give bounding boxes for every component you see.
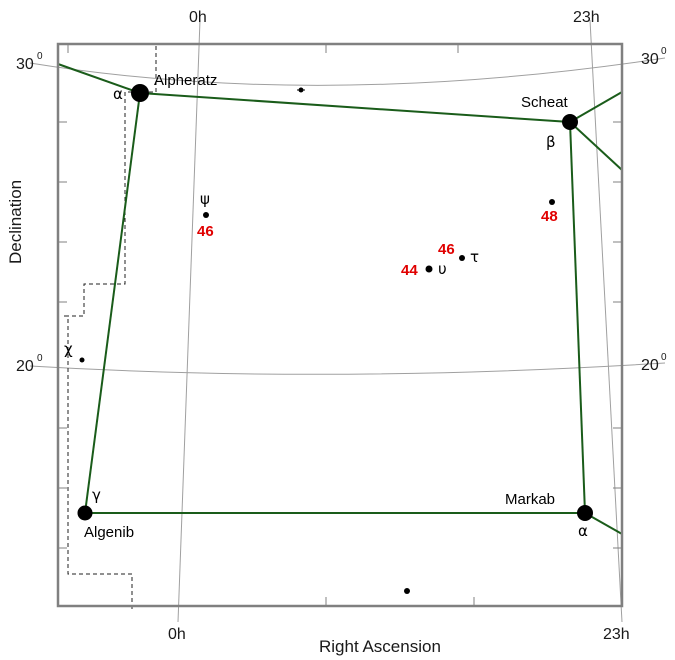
chi-greek: χ <box>64 340 73 358</box>
ra-line-23h <box>589 19 623 623</box>
stars <box>77 84 593 594</box>
chart-frame <box>56 42 624 608</box>
coordinate-grid <box>29 19 666 623</box>
dec-left-30-label: 30 <box>16 56 34 73</box>
star-tau <box>459 255 465 261</box>
psi-flamsteed: 46 <box>197 223 214 240</box>
declination-line-30 <box>29 57 666 86</box>
asterism-line <box>84 92 141 514</box>
star-48 <box>549 199 555 205</box>
asterism-lines <box>57 63 623 535</box>
ra-bottom-right-label: 23h <box>603 626 630 643</box>
y-axis-title: Declination <box>6 180 25 264</box>
star-psi <box>203 212 209 218</box>
ra-bottom-left-label: 0h <box>168 626 186 643</box>
scheat-label: Scheat <box>521 94 569 111</box>
markab-label: Markab <box>505 491 555 508</box>
ra-line-0h <box>177 19 201 623</box>
alpheratz-label: Alpheratz <box>154 72 217 89</box>
scheat-greek: β <box>546 133 556 151</box>
star-scheat <box>562 114 578 130</box>
star-upsilon <box>425 265 433 273</box>
psi-greek: ψ <box>200 190 210 208</box>
asterism-line <box>57 63 141 94</box>
asterism-line <box>569 91 623 123</box>
dec-left-30-degree: 0 <box>37 51 43 62</box>
star-chi <box>79 357 85 363</box>
ra-top-right-label: 23h <box>573 9 600 26</box>
dec-right-30-label: 30 <box>641 51 659 68</box>
star-alpheratz <box>131 84 149 102</box>
upsilon-flamsteed: 44 <box>401 262 418 279</box>
ra-top-left-label: 0h <box>189 9 207 26</box>
asterism-line <box>569 121 586 514</box>
tau-greek: τ <box>470 248 479 266</box>
frame-ticks <box>57 44 622 606</box>
algenib-greek: γ <box>92 486 101 504</box>
asterism-line <box>569 121 623 171</box>
dec-right-30-degree: 0 <box>661 46 667 57</box>
dec-right-20-degree: 0 <box>661 352 667 363</box>
dec-left-20-degree: 0 <box>37 353 43 364</box>
x-axis-title: Right Ascension <box>319 637 441 656</box>
dec-left-20-label: 20 <box>16 358 34 375</box>
star48-flamsteed: 48 <box>541 208 558 225</box>
alpheratz-greek: α <box>113 85 123 103</box>
declination-line-20 <box>29 362 666 375</box>
star-faint-bottom <box>404 588 410 594</box>
tau-flamsteed: 46 <box>438 241 455 258</box>
star-markab <box>577 505 593 521</box>
upsilon-greek: υ <box>438 260 447 278</box>
dec-right-20-label: 20 <box>641 357 659 374</box>
algenib-label: Algenib <box>84 524 134 541</box>
markab-greek: α <box>578 522 588 540</box>
star-algenib <box>77 505 93 521</box>
asterism-line <box>139 92 571 123</box>
